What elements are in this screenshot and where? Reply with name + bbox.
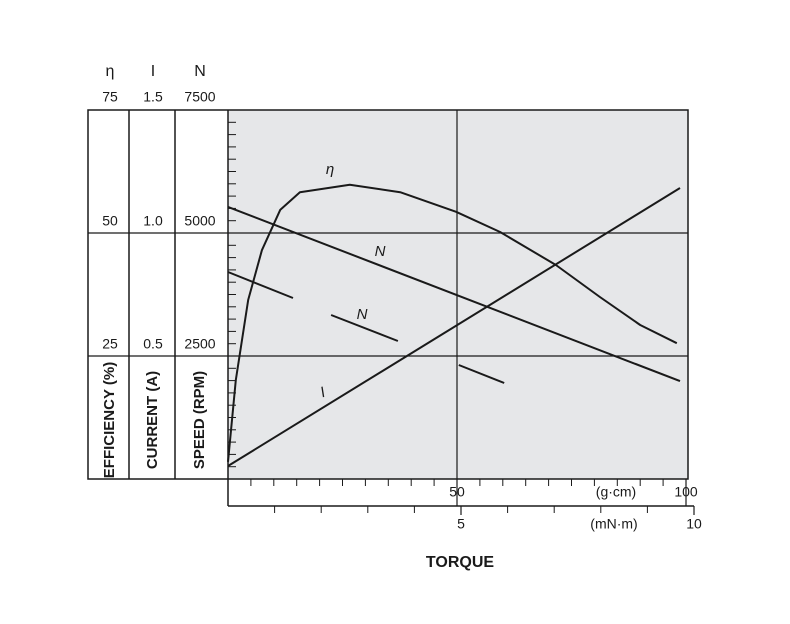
axis-title: SPEED (RPM) [191,371,208,469]
series-line [227,205,681,383]
series-label: N [357,306,368,323]
x2-unit: (mN·m) [590,516,637,532]
y-tick-label: 2500 [184,336,215,352]
axis-title: EFFICIENCY (%) [101,362,118,478]
y-tick-label: 5000 [184,213,215,229]
axis-symbol: N [194,63,206,80]
x2-tick-label: 10 [686,516,702,532]
x-axis-title: TORQUE [426,554,494,571]
axis-symbol: I [151,63,155,80]
y-tick-label: 75 [102,89,118,105]
series-label: N [375,243,386,260]
y-tick-label: 1.5 [143,89,163,105]
y-tick-label: 7500 [184,89,215,105]
series-label: η [326,161,334,178]
series-label: I [318,384,328,401]
y-tick-label: 25 [102,336,118,352]
y-tick-label: 1.0 [143,213,163,229]
series-line [227,187,681,467]
series-line [227,271,505,384]
y-tick-label: 0.5 [143,336,163,352]
x-unit: (g·cm) [596,484,636,500]
y-tick-label: 50 [102,213,118,229]
axis-symbol: η [106,63,115,80]
x2-tick-label: 5 [457,516,465,532]
series-line [227,183,678,462]
axis-title: CURRENT (A) [144,371,161,469]
